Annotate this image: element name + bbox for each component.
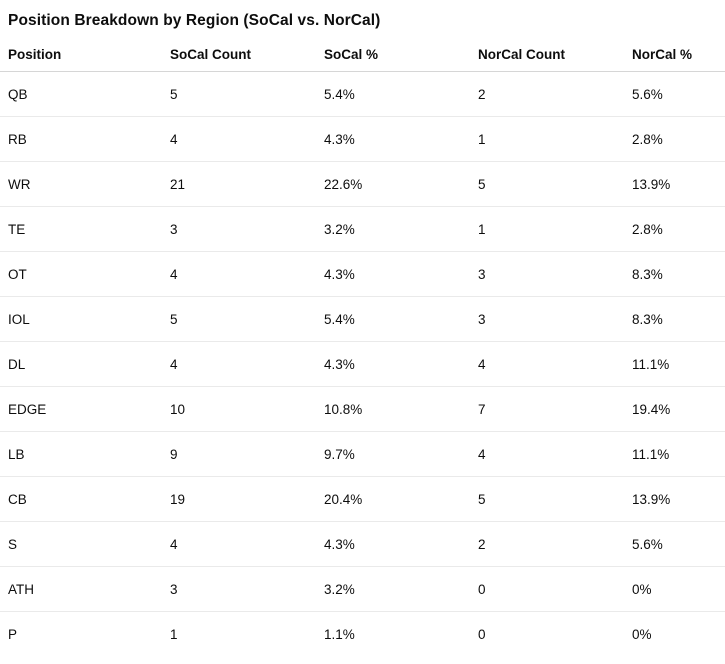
table-cell: 5.4% [316,296,470,342]
table-cell: 4.3% [316,521,470,567]
table-row-s: S 4 4.3% 2 5.6% [0,521,725,567]
table-cell: 3.2% [316,206,470,252]
table-cell: 4 [162,341,316,387]
table-row-cb: CB 19 20.4% 5 13.9% [0,476,725,522]
table-cell: 8.3% [624,296,725,342]
table-cell: 4.3% [316,251,470,297]
table-cell: 1 [470,206,624,252]
table-cell: 2.8% [624,116,725,162]
table-row-dl: DL 4 4.3% 4 11.1% [0,341,725,387]
table-cell: 3 [162,206,316,252]
position-breakdown-table: Position SoCal Count SoCal % NorCal Count No… [0,37,725,656]
table-cell: 0 [470,566,624,612]
position-cell: WR [0,161,162,207]
table-row-ot: OT 4 4.3% 3 8.3% [0,251,725,297]
column-header-norcal-count: NorCal Count [470,37,624,72]
position-cell: P [0,611,162,656]
table-cell: 4 [162,521,316,567]
column-header-socal: SoCal % [316,37,470,72]
column-header-socal-count: SoCal Count [162,37,316,72]
table-cell: 19.4% [624,386,725,432]
table-cell: 13.9% [624,161,725,207]
table-cell: 5.6% [624,521,725,567]
table-cell: 2 [470,521,624,567]
table-cell: 1.1% [316,611,470,656]
table-cell: 4 [162,116,316,162]
table-row-p: P 1 1.1% 0 0% [0,611,725,656]
table-cell: 0% [624,566,725,612]
table-cell: 1 [162,611,316,656]
table-row-qb: QB 5 5.4% 2 5.6% [0,72,725,117]
position-cell: DL [0,341,162,387]
table-cell: 2 [478,86,486,102]
table-cell: 3 [470,296,624,342]
table-cell: 5 [162,296,316,342]
table-cell: 5 [470,161,624,207]
table-cell: 0% [624,611,725,656]
position-cell: ATH [0,566,162,612]
position-cell: LB [0,431,162,477]
position-cell: EDGE [0,386,162,432]
table-cell: 9 [162,431,316,477]
table-cell: 4.3% [316,116,470,162]
table-cell: 22.6% [316,161,470,207]
table-cell: 21 [162,161,316,207]
table-cell: 5.4% [324,86,355,102]
table-header-row: Position SoCal Count SoCal % NorCal Count No… [0,37,725,72]
position-cell: QB [8,86,28,102]
table-cell: 13.9% [624,476,725,522]
table-row-rb: RB 4 4.3% 1 2.8% [0,116,725,162]
table-cell: 3.2% [316,566,470,612]
position-cell: TE [0,206,162,252]
table-cell: 9.7% [316,431,470,477]
table-cell: 7 [470,386,624,432]
position-cell: CB [0,476,162,522]
column-header-norcal: NorCal % [624,37,725,72]
position-cell: IOL [0,296,162,342]
table-cell: 3 [162,566,316,612]
table-cell: 19 [162,476,316,522]
table-cell: 11.1% [624,431,725,477]
table-row-te: TE 3 3.2% 1 2.8% [0,206,725,252]
table-cell: 10.8% [316,386,470,432]
table-cell: 4 [470,341,624,387]
table-cell: 1 [470,116,624,162]
table-cell: 4 [162,251,316,297]
table-row-iol: IOL 5 5.4% 3 8.3% [0,296,725,342]
table-cell: 8.3% [624,251,725,297]
position-cell: OT [0,251,162,297]
table-row-edge: EDGE 10 10.8% 7 19.4% [0,386,725,432]
position-cell: S [0,521,162,567]
table-cell: 20.4% [316,476,470,522]
table-cell: 5 [170,86,178,102]
table-row-wr: WR 21 22.6% 5 13.9% [0,161,725,207]
table-cell: 5 [470,476,624,522]
table-row-ath: ATH 3 3.2% 0 0% [0,566,725,612]
page-title: Position Breakdown by Region (SoCal vs. … [8,12,381,29]
position-cell: RB [0,116,162,162]
column-header-position: Position [0,37,162,72]
table-cell: 11.1% [624,341,725,387]
table-cell: 4 [470,431,624,477]
table-cell: 0 [470,611,624,656]
table-cell: 2.8% [624,206,725,252]
table-cell: 5.6% [632,86,663,102]
table-cell: 10 [162,386,316,432]
table-row-lb: LB 9 9.7% 4 11.1% [0,431,725,477]
table-cell: 4.3% [316,341,470,387]
table-cell: 3 [470,251,624,297]
